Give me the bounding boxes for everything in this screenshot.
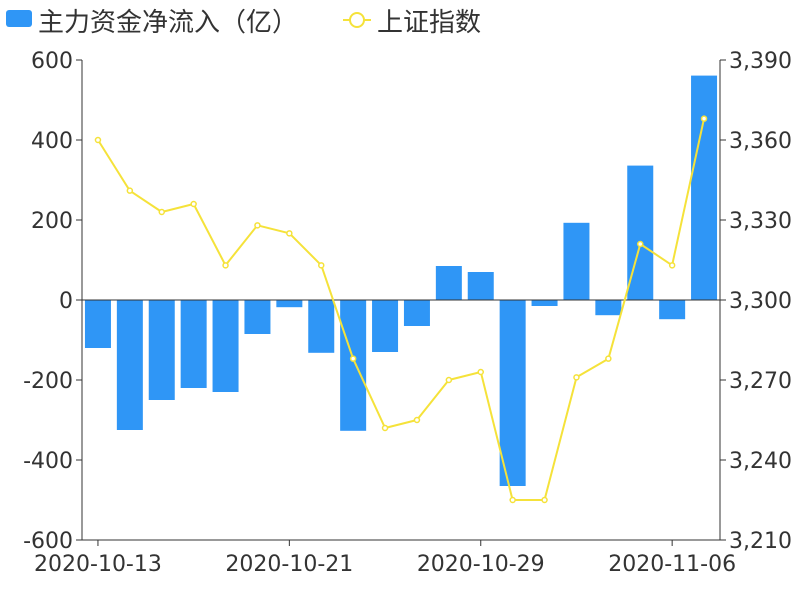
- left-axis-tick-label: 0: [59, 289, 73, 314]
- right-axis: 3,390 3,360 3,330 3,300 3,270 3,240 3,210: [719, 49, 792, 554]
- left-axis-tick-label: -600: [23, 529, 73, 554]
- x-axis-tick-label: 2020-10-21: [225, 552, 353, 577]
- right-axis-tick-label: 3,210: [729, 529, 792, 554]
- line-point[interactable]: [190, 200, 197, 208]
- line-point[interactable]: [541, 496, 548, 504]
- left-axis-tick-label: 600: [31, 49, 73, 74]
- bar-series: [84, 75, 718, 486]
- bar[interactable]: [659, 300, 686, 320]
- right-axis-tick-label: 3,270: [729, 369, 792, 394]
- line-point[interactable]: [605, 355, 612, 362]
- left-axis: 600 400 200 0 -200 -400 -600: [23, 49, 83, 554]
- line-point[interactable]: [349, 355, 357, 362]
- bar[interactable]: [180, 300, 207, 388]
- line-point[interactable]: [509, 496, 516, 504]
- bar[interactable]: [499, 300, 526, 486]
- bar[interactable]: [84, 300, 111, 348]
- bar[interactable]: [691, 75, 718, 300]
- line-series: [94, 115, 708, 504]
- line-point[interactable]: [668, 262, 676, 269]
- bar[interactable]: [276, 300, 303, 308]
- line-point[interactable]: [573, 374, 580, 381]
- index-line: [97, 118, 705, 501]
- left-axis-tick-label: 400: [31, 129, 73, 154]
- right-axis-tick-label: 3,300: [729, 289, 792, 314]
- line-point[interactable]: [318, 262, 325, 269]
- legend-bar-swatch[interactable]: [6, 10, 32, 27]
- right-axis-tick-label: 3,390: [729, 49, 792, 74]
- x-axis: 2020-10-13 2020-10-21 2020-10-29 2020-11-06: [34, 539, 736, 577]
- bar[interactable]: [212, 300, 239, 392]
- x-axis-tick-label: 2020-11-06: [608, 552, 736, 577]
- right-axis-tick-label: 3,330: [729, 209, 792, 234]
- line-point[interactable]: [254, 222, 261, 229]
- line-point[interactable]: [126, 187, 134, 194]
- bar[interactable]: [308, 300, 335, 353]
- bar[interactable]: [435, 266, 462, 300]
- right-axis-tick-label: 3,240: [729, 449, 792, 474]
- bar[interactable]: [340, 300, 367, 431]
- line-point[interactable]: [381, 424, 389, 432]
- x-axis-tick-label: 2020-10-13: [34, 552, 162, 577]
- x-axis-tick-label: 2020-10-29: [417, 552, 545, 577]
- line-point[interactable]: [700, 115, 708, 122]
- line-point[interactable]: [445, 376, 453, 384]
- legend-bar-label[interactable]: 主力资金净流入（亿）: [38, 8, 298, 38]
- bar[interactable]: [563, 222, 590, 300]
- line-point[interactable]: [158, 208, 165, 216]
- bar[interactable]: [467, 272, 494, 300]
- right-axis-tick-label: 3,360: [729, 129, 792, 154]
- bar[interactable]: [372, 300, 399, 352]
- bar[interactable]: [595, 300, 622, 316]
- line-point[interactable]: [286, 230, 293, 237]
- legend-line-dot: [349, 12, 365, 28]
- bar[interactable]: [531, 300, 558, 306]
- bar[interactable]: [116, 300, 143, 430]
- line-point[interactable]: [637, 240, 644, 248]
- line-point[interactable]: [413, 416, 421, 424]
- bar[interactable]: [403, 300, 430, 326]
- left-axis-tick-label: -200: [23, 369, 73, 394]
- legend-line-swatch[interactable]: [343, 12, 371, 28]
- line-point[interactable]: [477, 368, 484, 376]
- left-axis-tick-label: 200: [31, 209, 73, 234]
- legend[interactable]: 主力资金净流入（亿） 上证指数: [6, 8, 481, 38]
- line-point[interactable]: [94, 136, 102, 144]
- left-axis-tick-label: -400: [23, 449, 73, 474]
- bar[interactable]: [148, 300, 175, 400]
- legend-line-label[interactable]: 上证指数: [377, 8, 481, 38]
- bar[interactable]: [244, 300, 271, 334]
- line-point[interactable]: [222, 262, 229, 269]
